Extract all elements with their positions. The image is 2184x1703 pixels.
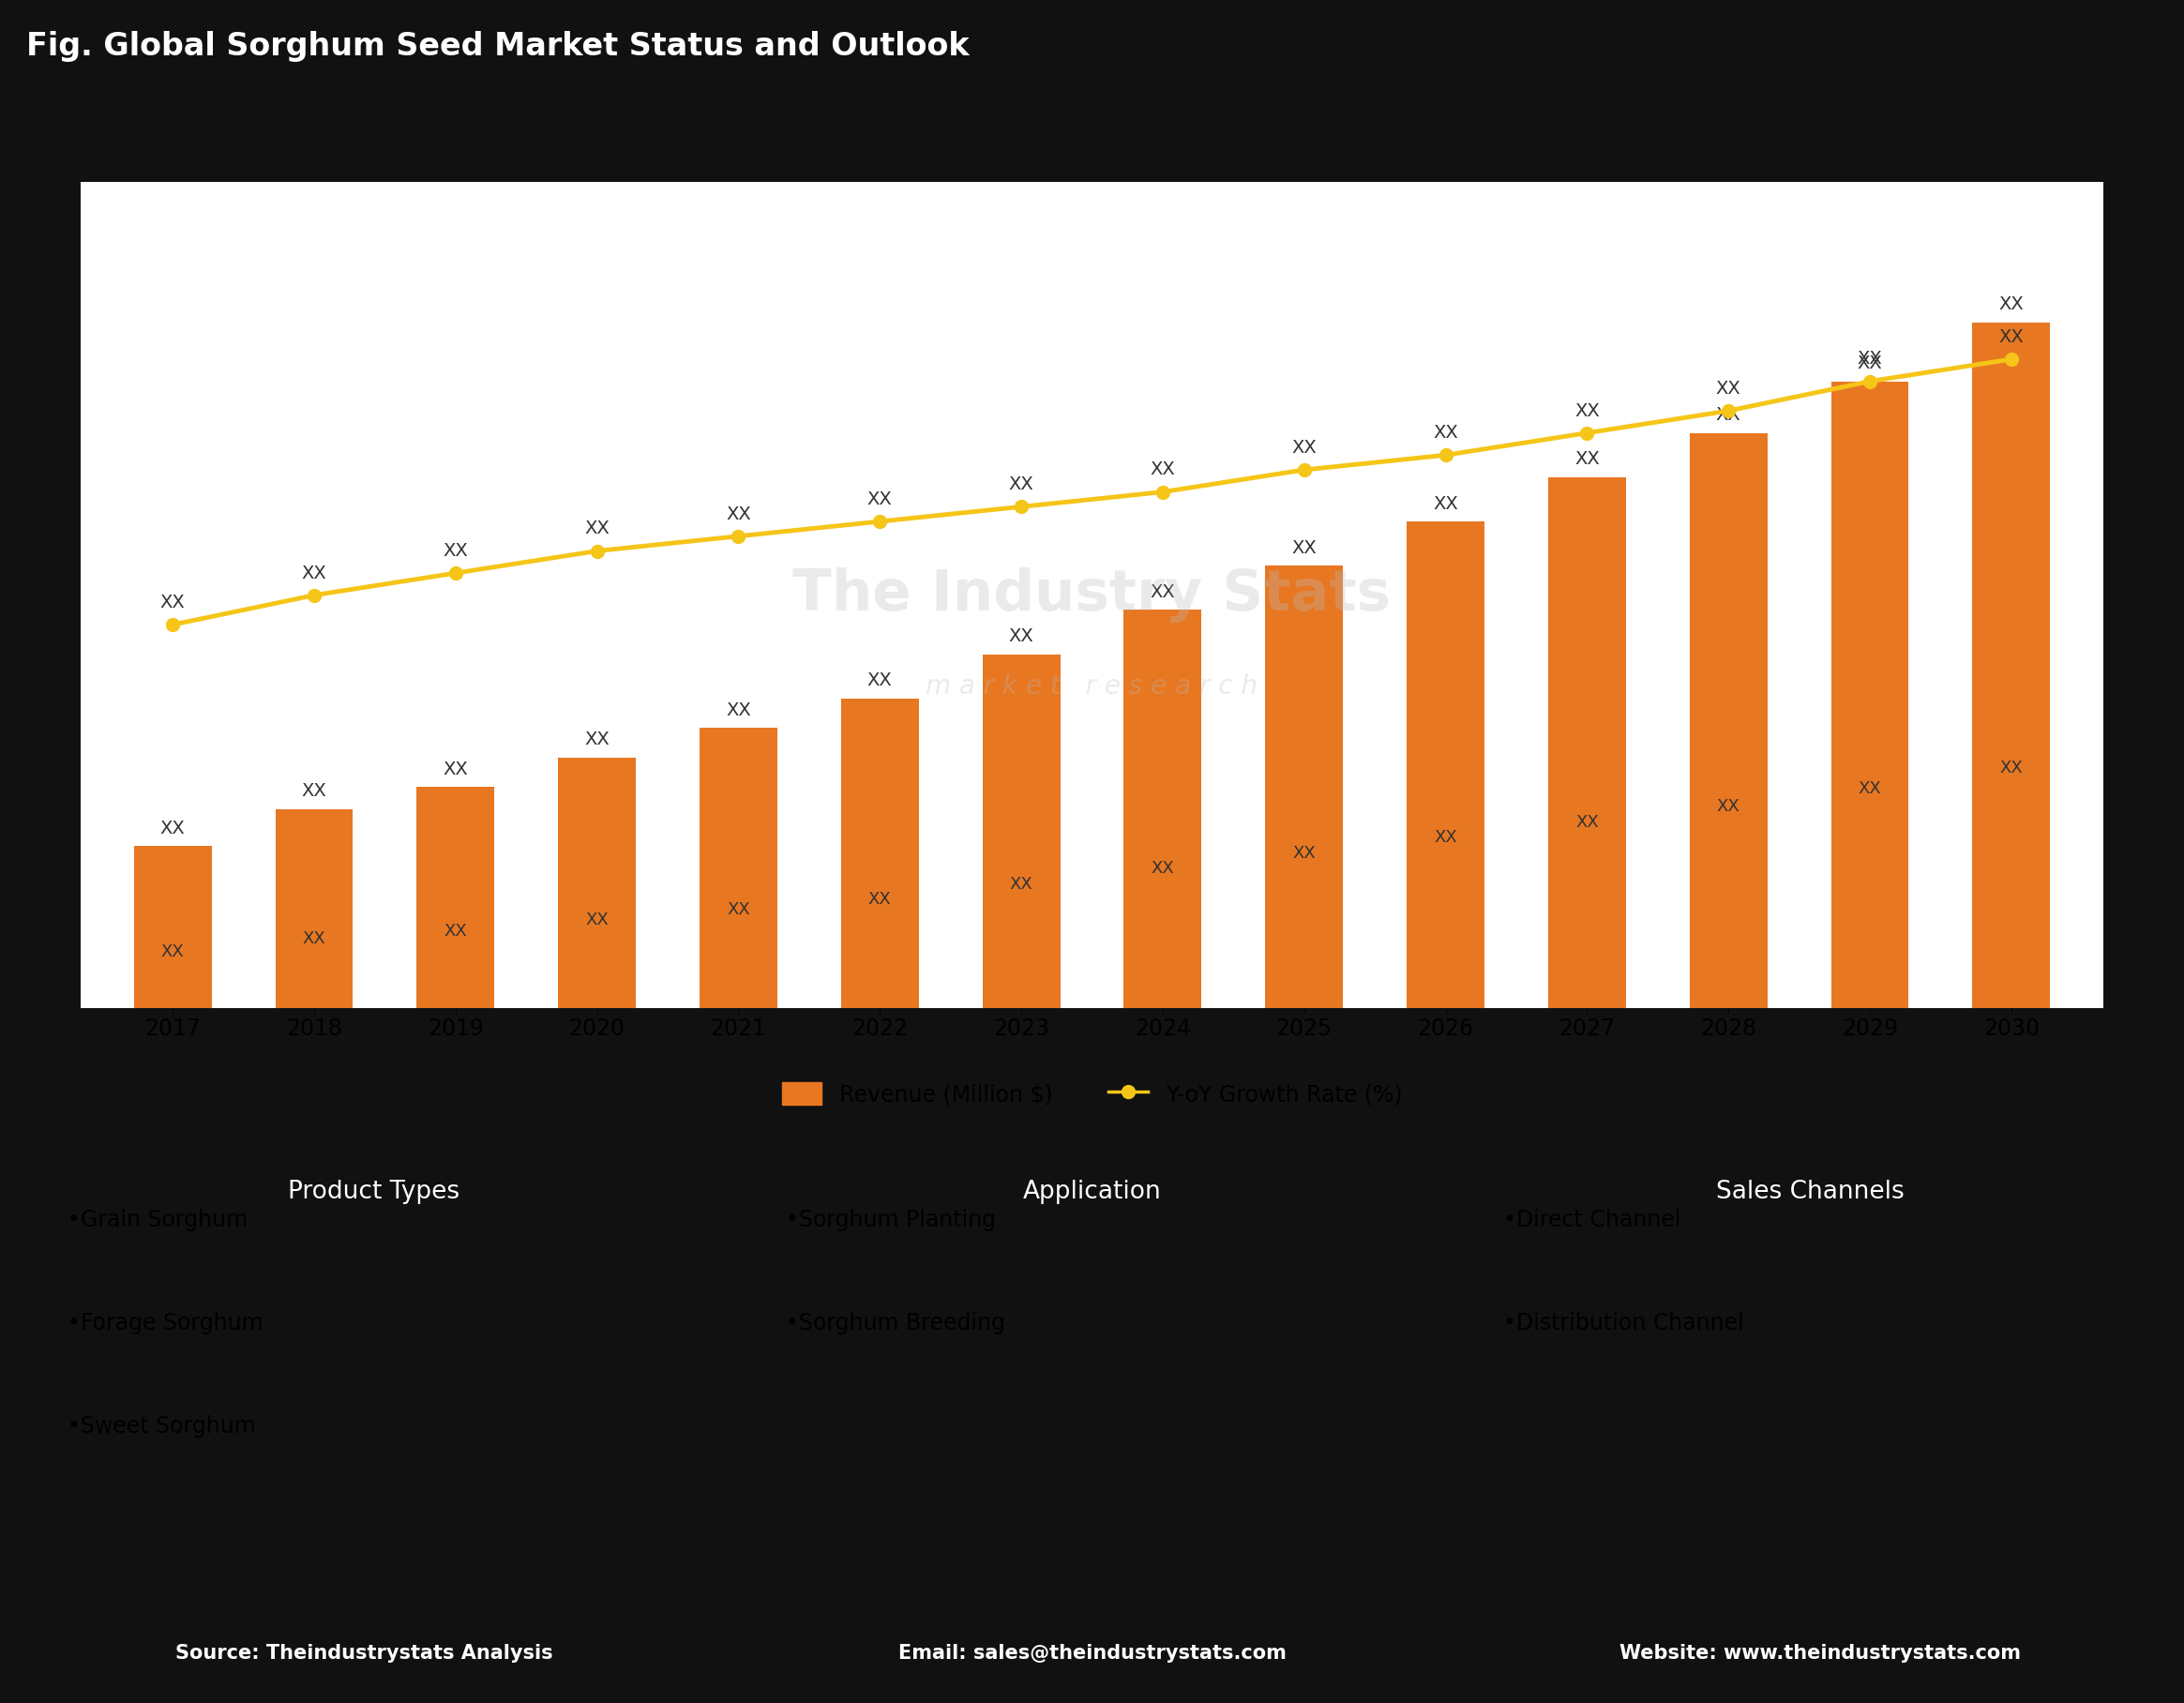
Text: XX: XX [725, 702, 751, 719]
Text: •Forage Sorghum: •Forage Sorghum [68, 1311, 264, 1335]
Text: XX: XX [1717, 407, 1741, 424]
Text: •Sweet Sorghum: •Sweet Sorghum [68, 1415, 256, 1437]
Text: Source: Theindustrystats Analysis: Source: Theindustrystats Analysis [175, 1643, 553, 1664]
Text: XX: XX [1433, 496, 1459, 513]
Bar [1406, 521, 1485, 1008]
Text: •Direct Channel: •Direct Channel [1503, 1209, 1682, 1231]
Text: XX: XX [1151, 462, 1175, 479]
Text: XX: XX [1293, 845, 1315, 862]
Text: XX: XX [867, 671, 893, 690]
Text: XX: XX [725, 506, 751, 523]
Bar [559, 758, 636, 1008]
Text: XX: XX [1291, 439, 1317, 456]
Text: XX: XX [1998, 329, 2025, 346]
Bar [417, 787, 494, 1008]
Text: Fig. Global Sorghum Seed Market Status and Outlook: Fig. Global Sorghum Seed Market Status a… [26, 31, 970, 61]
Text: XX: XX [1291, 540, 1317, 557]
Bar [1972, 322, 2051, 1008]
Text: XX: XX [443, 760, 467, 778]
Bar [1690, 433, 1767, 1008]
Bar [1830, 381, 1909, 1008]
Text: XX: XX [1717, 799, 1741, 816]
Text: XX: XX [1009, 627, 1033, 645]
Bar [1548, 477, 1625, 1008]
Text: •Distribution Channel: •Distribution Channel [1503, 1311, 1745, 1335]
Text: XX: XX [2001, 760, 2022, 777]
Text: Sales Channels: Sales Channels [1717, 1180, 1904, 1204]
Text: XX: XX [585, 519, 609, 538]
Text: •Grain Sorghum: •Grain Sorghum [68, 1209, 249, 1231]
Bar [699, 727, 778, 1008]
Text: XX: XX [585, 731, 609, 749]
Text: Product Types: Product Types [288, 1180, 461, 1204]
Text: XX: XX [1856, 354, 1883, 373]
Text: XX: XX [1575, 814, 1599, 831]
Text: XX: XX [1717, 380, 1741, 397]
Text: XX: XX [585, 913, 609, 928]
Text: XX: XX [1151, 860, 1175, 877]
Text: XX: XX [1856, 351, 1883, 368]
Bar [275, 809, 354, 1008]
Text: •Sorghum Planting: •Sorghum Planting [786, 1209, 996, 1231]
Text: XX: XX [1859, 780, 1880, 797]
Text: Email: sales@theindustrystats.com: Email: sales@theindustrystats.com [898, 1643, 1286, 1664]
Text: XX: XX [1998, 296, 2025, 313]
Text: XX: XX [304, 930, 325, 947]
Text: The Industry Stats: The Industry Stats [793, 567, 1391, 623]
Text: Website: www.theindustrystats.com: Website: www.theindustrystats.com [1618, 1643, 2020, 1664]
Text: XX: XX [1575, 402, 1599, 419]
Text: m a r k e t   r e s e a r c h: m a r k e t r e s e a r c h [926, 673, 1258, 700]
Bar [983, 654, 1059, 1008]
Text: •Sorghum Breeding: •Sorghum Breeding [786, 1311, 1005, 1335]
Text: XX: XX [1433, 424, 1459, 441]
Text: XX: XX [1009, 875, 1033, 892]
Text: XX: XX [159, 819, 186, 838]
Text: Application: Application [1022, 1180, 1162, 1204]
Text: XX: XX [727, 901, 749, 918]
Text: XX: XX [1009, 475, 1033, 494]
Legend: Revenue (Million $), Y-oY Growth Rate (%): Revenue (Million $), Y-oY Growth Rate (%… [771, 1071, 1413, 1117]
Text: XX: XX [1435, 829, 1457, 846]
Text: XX: XX [1575, 451, 1599, 468]
Text: XX: XX [159, 594, 186, 611]
Text: XX: XX [443, 923, 467, 938]
Bar [133, 846, 212, 1008]
Text: XX: XX [443, 542, 467, 560]
Bar [841, 698, 919, 1008]
Text: XX: XX [162, 943, 183, 960]
Bar [1265, 565, 1343, 1008]
Text: XX: XX [301, 564, 328, 582]
Text: XX: XX [301, 782, 328, 800]
Text: XX: XX [1151, 584, 1175, 601]
Bar [1125, 610, 1201, 1008]
Text: XX: XX [869, 891, 891, 908]
Text: XX: XX [867, 490, 893, 507]
